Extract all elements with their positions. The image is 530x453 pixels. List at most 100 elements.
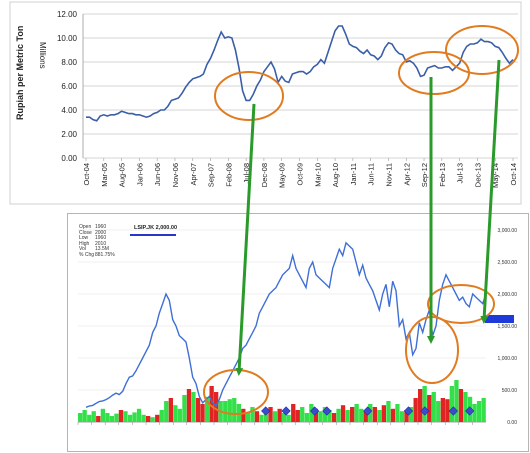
volume-bar	[245, 413, 250, 422]
last-value-tag	[485, 315, 514, 323]
volume-bar	[263, 410, 269, 422]
volume-bar	[318, 411, 323, 422]
stat-key: Open	[79, 224, 92, 230]
top-x-tick-label: Jan-06	[135, 163, 144, 186]
volume-bar	[359, 408, 364, 422]
volume-bar	[118, 410, 124, 422]
volume-bar	[136, 408, 142, 422]
stock-ticker-underline	[130, 234, 176, 236]
volume-bar	[164, 401, 169, 422]
top-x-tick-label: Jul-13	[456, 163, 465, 183]
volume-bar	[277, 408, 282, 422]
top-y-tick-label: 8.00	[61, 58, 77, 67]
volume-bar	[146, 416, 151, 422]
stock-y-tick-label: 2,000.00	[498, 292, 518, 298]
volume-bar	[227, 399, 232, 422]
top-x-tick-label: Oct-14	[509, 163, 518, 186]
volume-bar	[286, 414, 291, 422]
volume-bar	[408, 407, 414, 422]
event-marker	[465, 406, 475, 416]
volume-bar	[155, 414, 160, 422]
event-marker	[363, 406, 373, 416]
stat-value: 1960	[95, 235, 107, 242]
volume-bar	[141, 414, 146, 422]
top-x-tick-label: Jun-06	[153, 163, 162, 186]
top-x-tick-label: Sep-12	[420, 163, 429, 187]
stat-row: Low 1960	[79, 236, 115, 242]
stat-row: Open 1960	[79, 224, 115, 231]
volume-bar	[476, 401, 482, 422]
volume-bar	[114, 413, 119, 422]
stat-row: Vol 13.5M	[79, 247, 115, 253]
volume-bar	[282, 413, 287, 422]
volume-bar	[327, 410, 332, 422]
top-x-tick-label: Apr-07	[189, 163, 198, 186]
stock-volume-bars	[78, 380, 486, 422]
volume-bar	[223, 401, 228, 422]
volume-bar	[254, 411, 260, 422]
stat-row: % Chg881.75%	[79, 252, 115, 259]
volume-bar	[150, 417, 155, 422]
top-x-tick-label: Dec-13	[473, 163, 482, 187]
volume-bar	[440, 398, 445, 422]
volume-bar	[177, 408, 182, 422]
volume-bar	[372, 407, 377, 422]
volume-bar	[200, 404, 205, 422]
top-x-tick-label: May-14	[491, 163, 500, 188]
stat-value: 1960	[95, 224, 107, 230]
volume-bar	[218, 401, 223, 422]
stat-value: 2000	[95, 229, 107, 236]
volume-bar	[309, 404, 314, 422]
stat-key: High	[79, 240, 90, 247]
volume-bar	[291, 404, 296, 422]
volume-bar	[386, 401, 391, 422]
volume-bar	[195, 398, 201, 422]
stock-price-chart: 0.00 500.00 1,000.00 1,500.00 2,000.00 2,500.…	[77, 228, 518, 426]
volume-bar	[87, 414, 92, 422]
top-x-tick-label: Feb-08	[224, 163, 233, 187]
volume-bar	[449, 386, 454, 422]
top-x-tick-label: Aug-05	[118, 163, 127, 187]
volume-bar	[186, 389, 192, 422]
event-marker	[310, 406, 320, 416]
top-x-tick-label: Jun-11	[367, 163, 376, 185]
volume-bar	[445, 399, 450, 422]
stock-y-tick-label: 0.00	[507, 420, 517, 426]
top-y-tick-label: 12.00	[57, 10, 78, 19]
volume-bar	[340, 405, 346, 422]
volume-bar	[123, 411, 128, 422]
volume-bar	[96, 416, 101, 422]
volume-bar	[350, 407, 355, 422]
volume-bar	[109, 416, 114, 422]
volume-bar	[105, 413, 110, 422]
top-x-tick-label: Sep-07	[207, 163, 216, 187]
volume-bar	[458, 389, 464, 422]
stock-ticker-label: LSIP.JK 2,000.00	[134, 225, 178, 231]
top-y-tick-label: 0.00	[61, 154, 77, 163]
event-marker	[448, 406, 458, 416]
stat-key: Vol	[79, 246, 86, 253]
volume-bar	[168, 398, 173, 422]
volume-bar	[431, 392, 436, 422]
volume-bar	[399, 411, 405, 422]
stock-chart-y-ticks: 0.00 500.00 1,000.00 1,500.00 2,000.00 2,500.…	[498, 228, 518, 426]
volume-bar	[91, 411, 96, 422]
volume-bar	[413, 398, 418, 422]
volume-bar	[436, 401, 441, 422]
stock-price-chart-panel: 0.00 500.00 1,000.00 1,500.00 2,000.00 2,500.…	[67, 213, 529, 452]
top-x-tick-label: Apr-12	[402, 163, 411, 186]
stock-y-tick-label: 2,500.00	[498, 260, 518, 266]
top-x-tick-label: May-09	[278, 163, 287, 188]
volume-bar	[481, 398, 486, 422]
top-chart-y-axis-label: Rupiah per Metric Ton	[15, 26, 25, 120]
top-x-tick-label: Feb-13	[438, 163, 447, 187]
top-chart-y-ticks: 0.00 2.00 4.00 6.00 8.00 10.00 12.00	[57, 10, 78, 163]
stat-value: 2010	[95, 240, 107, 247]
stat-value: 13.5M	[95, 246, 109, 253]
volume-bar	[418, 389, 423, 422]
top-x-tick-label: Jan-11	[349, 163, 358, 185]
volume-bar	[259, 414, 264, 422]
volume-bar	[132, 412, 137, 422]
top-y-tick-label: 4.00	[61, 106, 77, 115]
top-x-tick-label: Oct-04	[82, 163, 91, 186]
